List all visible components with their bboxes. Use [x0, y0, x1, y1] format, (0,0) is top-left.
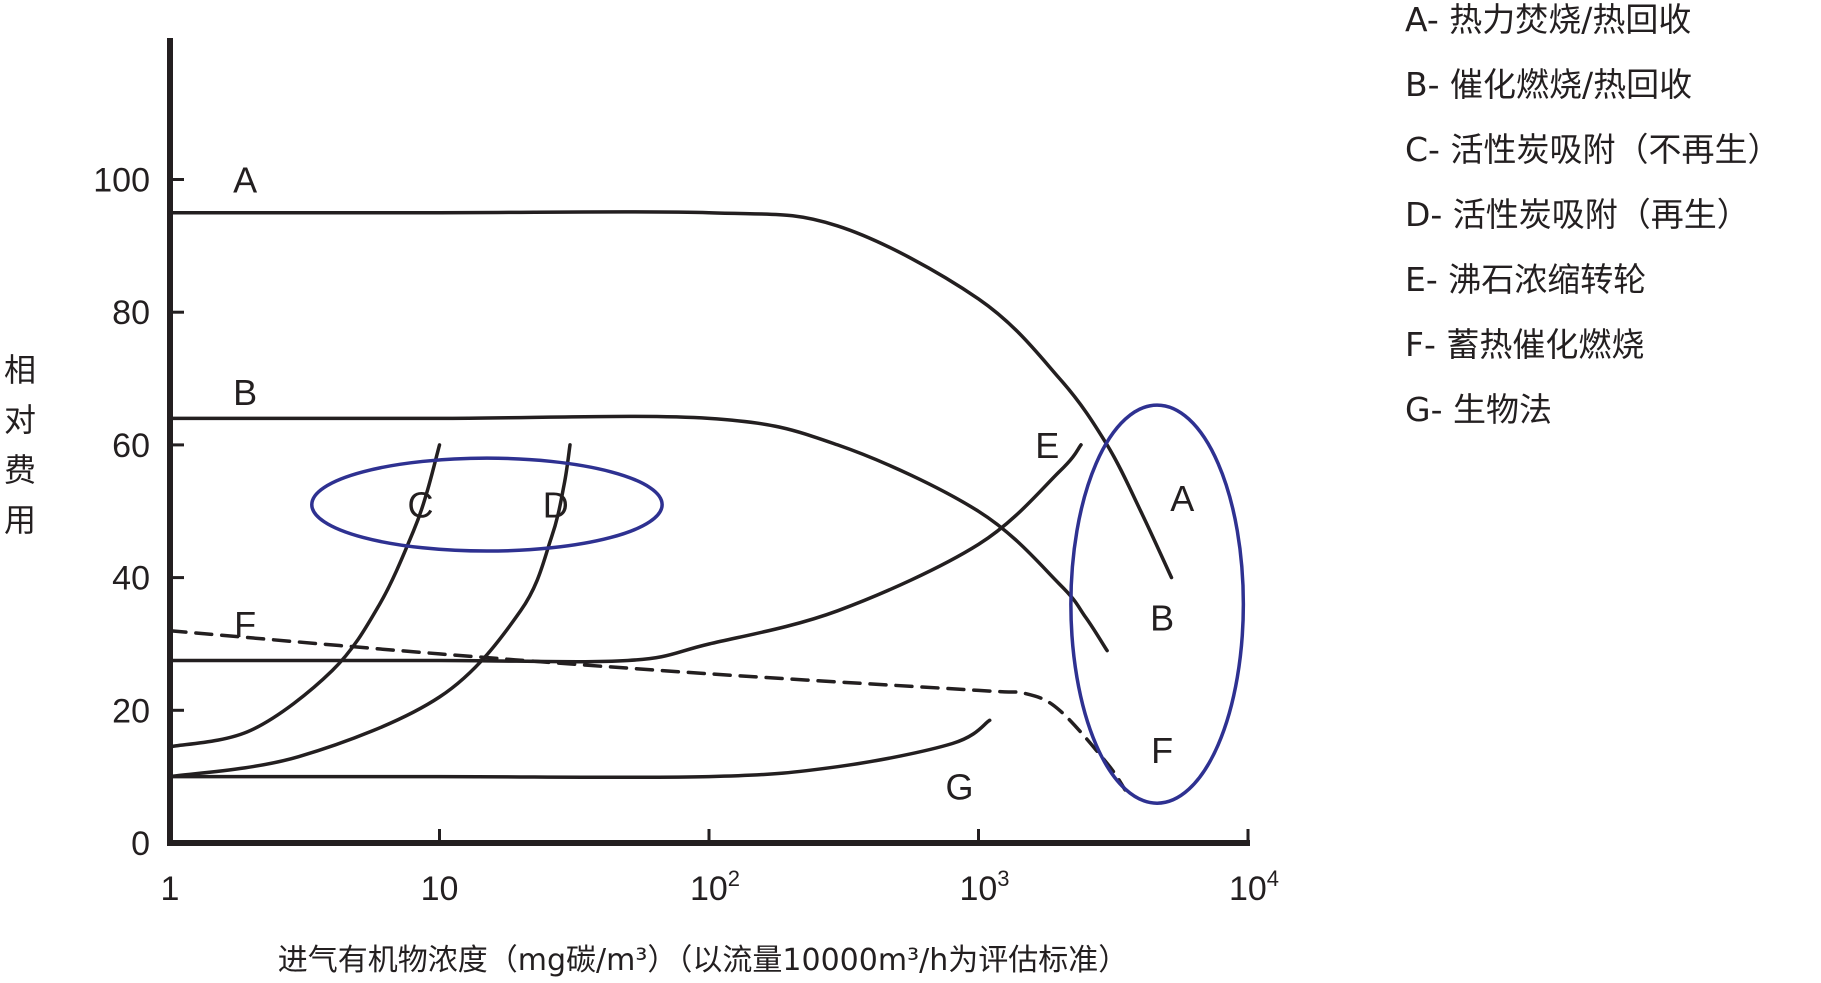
legend-item: A- 热力焚烧/热回收 [1405, 0, 1692, 39]
y-axis-title-char: 对 [3, 401, 36, 439]
curve-label-c: C [407, 485, 433, 526]
legend-item: D- 活性炭吸附（再生） [1405, 195, 1750, 234]
curve-a [168, 209, 1174, 580]
y-tick-label: 60 [112, 427, 150, 465]
curve-label-g: G [945, 767, 973, 808]
curve-c [168, 443, 442, 749]
curve-label-e: E [1035, 425, 1059, 466]
legend-item: G- 生物法 [1405, 390, 1552, 429]
y-tick-label: 80 [112, 294, 150, 332]
y-tick-label: 100 [93, 162, 150, 200]
curve-g [168, 718, 992, 780]
y-tick-label: 0 [131, 825, 150, 863]
curve-d [168, 443, 572, 779]
y-tick-label: 40 [112, 560, 150, 598]
legend-item: F- 蓄热催化燃烧 [1405, 325, 1645, 364]
ellipse-c-d [310, 456, 664, 553]
curve-labels: A B C D E F G A B F [233, 160, 1194, 808]
y-axis-title-char: 用 [3, 501, 36, 539]
x-tick-label: 10 [421, 870, 459, 908]
curves [168, 209, 1174, 792]
curve-label-d: D [543, 485, 569, 526]
ellipse-a-b-f [1069, 403, 1246, 805]
curve-label-a: A [233, 160, 257, 201]
x-tick-label: 1 [161, 870, 180, 908]
highlight-ellipses [310, 403, 1246, 805]
x-tick-label: 102 [690, 866, 740, 908]
x-tick-label: 103 [959, 866, 1009, 908]
y-tick-label: 20 [112, 692, 150, 730]
x-tick-label: 104 [1229, 866, 1279, 908]
y-axis-title-char: 相 [3, 351, 36, 389]
y-axis-title: 相对费用 [0, 345, 40, 545]
y-ticks: 0 20 40 60 80 100 [93, 162, 184, 863]
legend: A- 热力焚烧/热回收 B- 催化燃烧/热回收 C- 活性炭吸附（不再生） D- 活性… [1405, 0, 1780, 455]
legend-item: B- 催化燃烧/热回收 [1405, 65, 1693, 104]
legend-item: C- 活性炭吸附（不再生） [1405, 130, 1781, 169]
curve-label-a: A [1170, 478, 1194, 519]
x-ticks: 1 10 102 103 104 [161, 829, 1279, 908]
curve-label-b: B [1150, 597, 1174, 638]
curve-b [168, 414, 1109, 653]
y-axis-title-char: 费 [3, 451, 36, 489]
curve-f [168, 628, 1127, 792]
curve-label-f: F [1151, 730, 1173, 771]
x-axis-title: 进气有机物浓度（mg碳/m³）（以流量10000m³/h为评估标准） [278, 943, 1128, 978]
legend-item: E- 沸石浓缩转轮 [1405, 260, 1647, 299]
curve-e [168, 443, 1083, 664]
curve-label-f: F [234, 604, 256, 645]
curve-label-b: B [233, 372, 257, 413]
